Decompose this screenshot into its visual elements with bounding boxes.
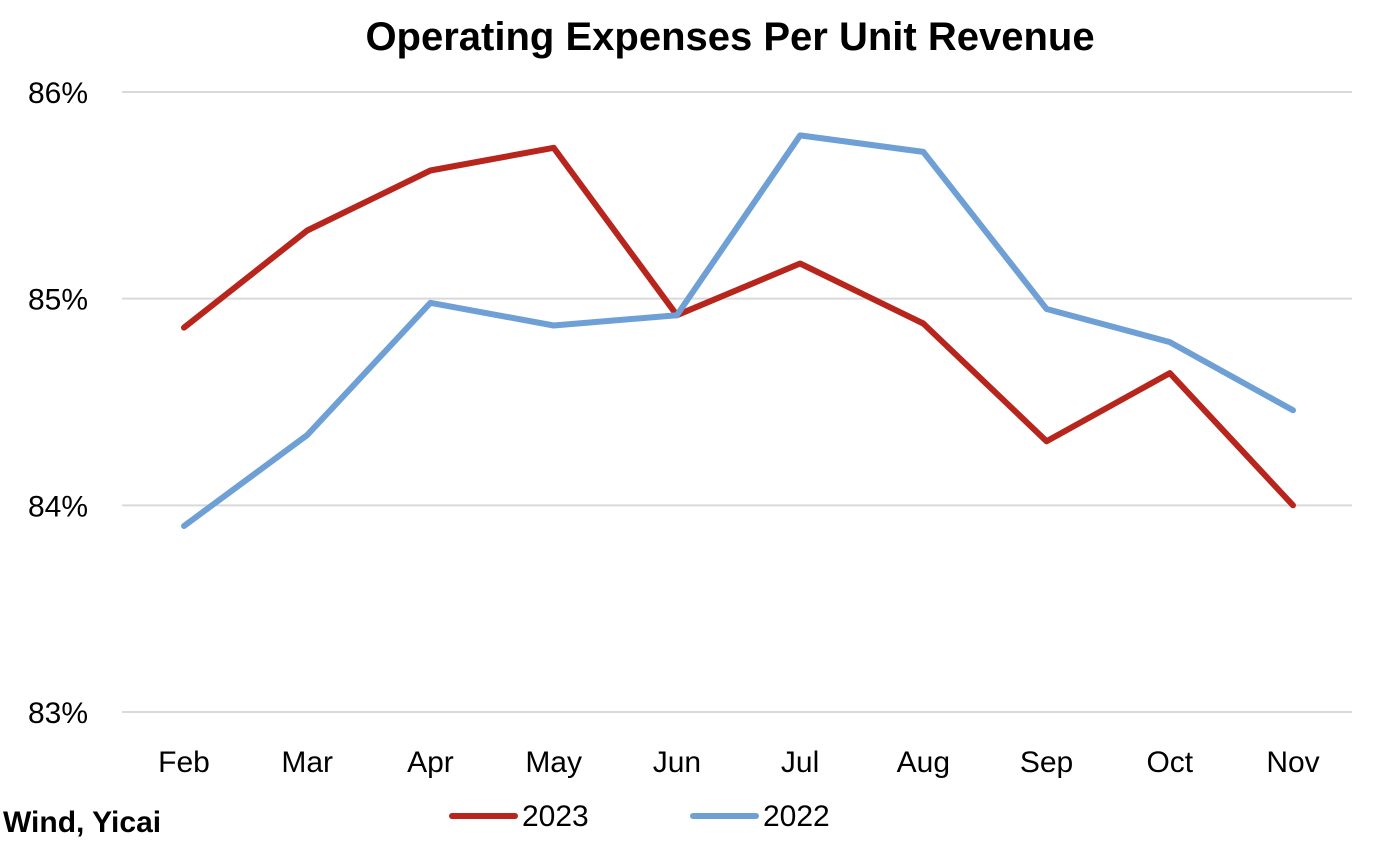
legend-label-2023: 2023 <box>522 800 589 833</box>
series-line-2023 <box>181 144 1296 509</box>
x-tick-label: Nov <box>1266 746 1319 779</box>
y-tick-label: 85% <box>28 284 88 317</box>
y-tick-label: 83% <box>28 697 88 730</box>
y-axis-tick-labels: 83% 84% 85% 86% <box>28 77 88 730</box>
x-tick-label: Oct <box>1146 746 1193 779</box>
x-tick-label: May <box>525 746 582 779</box>
legend-label-2022: 2022 <box>763 800 830 833</box>
x-tick-label: Apr <box>407 746 454 779</box>
x-tick-label: Feb <box>158 746 210 779</box>
x-tick-label: Mar <box>281 746 333 779</box>
x-tick-label: Jul <box>781 746 819 779</box>
y-tick-label: 86% <box>28 77 88 110</box>
x-axis-tick-labels: Feb Mar Apr May Jun Jul Aug Sep Oct Nov <box>158 746 1320 779</box>
series-line-2022 <box>181 132 1296 529</box>
x-tick-label: Sep <box>1020 746 1073 779</box>
chart-title: Operating Expenses Per Unit Revenue <box>365 15 1094 59</box>
y-tick-label: 84% <box>28 490 88 523</box>
source-label: Wind, Yicai <box>3 806 161 839</box>
x-tick-label: Jun <box>653 746 701 779</box>
gridlines <box>122 91 1352 713</box>
series-lines <box>181 132 1296 529</box>
x-tick-label: Aug <box>897 746 950 779</box>
legend: 2023 2022 <box>449 800 830 833</box>
